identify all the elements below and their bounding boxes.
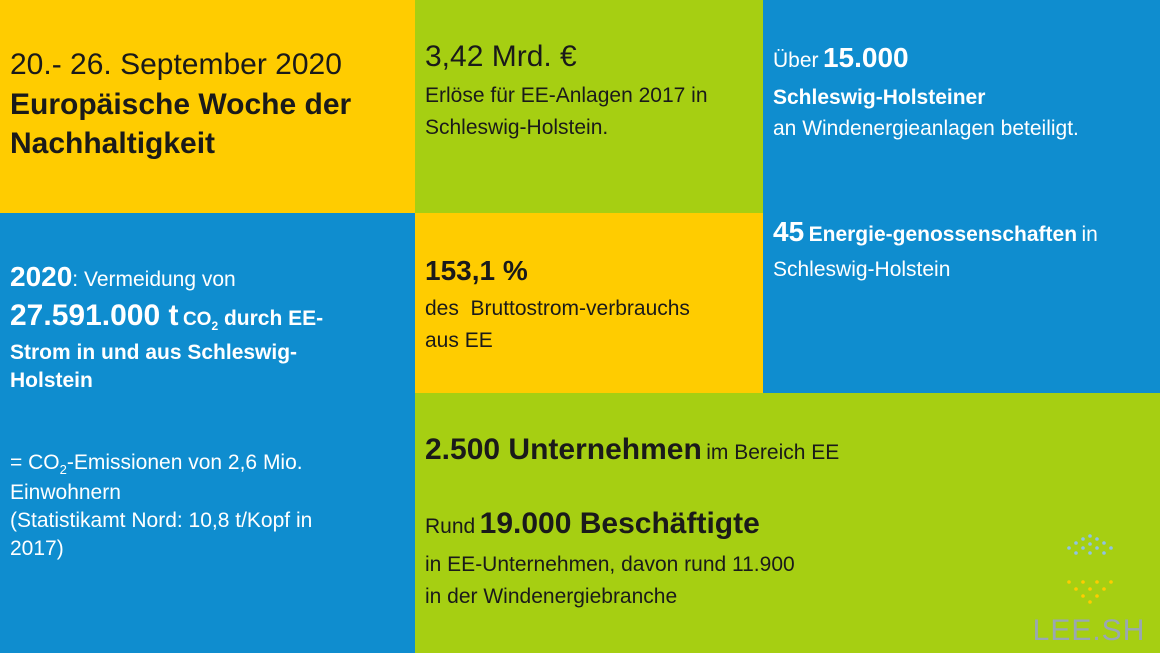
co2-eq-line4: 2017)	[10, 537, 64, 560]
co2-lead: : Vermeidung von	[72, 268, 236, 291]
percent-value: 153,1 %	[425, 255, 528, 286]
coop-number: 45	[773, 216, 805, 247]
event-title-line2: Nachhaltigkeit	[10, 127, 216, 160]
percent-line1: des Bruttostrom-verbrauchs	[425, 297, 690, 320]
co2-eq-line2: Einwohnern	[10, 481, 121, 504]
co2-headline: 2020: Vermeidung von	[10, 261, 236, 293]
tile-participation: Über 15.000 Schleswig-Holsteiner an Wind…	[763, 0, 1160, 393]
event-title-line1: Europäische Woche der	[10, 88, 352, 121]
companies-rest: im Bereich EE	[706, 441, 840, 464]
logo-text: LEE.SH	[1032, 614, 1146, 647]
co2-year: 2020	[10, 261, 73, 292]
co2-label: CO2	[182, 309, 219, 333]
tile-revenue: 3,42 Mrd. € Erlöse für EE-Anlagen 2017 i…	[415, 0, 763, 213]
co2-line3: Strom in und aus Schleswig-	[10, 341, 298, 364]
co2-after: durch EE-	[218, 307, 324, 330]
coop-in: in	[1081, 223, 1098, 246]
companies-row: 2.500 Unternehmen im Bereich EE	[425, 433, 839, 467]
employees-row: Rund 19.000 Beschäftigte	[425, 507, 760, 541]
tile-event-title: 20.- 26. September 2020 Europäische Woch…	[0, 0, 415, 213]
co2-amount: 27.591.000 t	[10, 299, 179, 332]
tile-co2: 2020: Vermeidung von 27.591.000 t CO2 du…	[0, 213, 415, 653]
participation-who: Schleswig-Holsteiner	[773, 86, 986, 109]
revenue-line1: Erlöse für EE-Anlagen 2017 in	[425, 84, 708, 107]
co2-eq-line1: = CO2-Emissionen von 2,6 Mio.	[10, 451, 303, 478]
participation-prefix: Über	[773, 49, 819, 72]
coop-place: Schleswig-Holstein	[773, 258, 951, 281]
tile-percent: 153,1 % des Bruttostrom-verbrauchs aus E…	[415, 213, 763, 393]
employees-number: 19.000 Beschäftigte	[479, 507, 760, 540]
co2-amount-row: 27.591.000 t CO2 durch EE-	[10, 299, 323, 333]
coop-headline: 45 Energie-genossenschaften in	[773, 216, 1098, 248]
participation-line: an Windenergieanlagen beteiligt.	[773, 117, 1079, 140]
participation-headline: Über 15.000	[773, 42, 909, 74]
lee-sh-logo: LEE.SH	[1024, 530, 1154, 648]
revenue-line2: Schleswig-Holstein.	[425, 116, 609, 139]
employees-rund: Rund	[425, 515, 476, 538]
percent-line2: aus EE	[425, 329, 493, 352]
tile-jobs: 2.500 Unternehmen im Bereich EE Rund 19.…	[415, 393, 1160, 653]
event-dates: 20.- 26. September 2020	[10, 48, 342, 81]
employees-line1: in EE-Unternehmen, davon rund 11.900	[425, 553, 795, 576]
companies-number: 2.500 Unternehmen	[425, 433, 702, 466]
participation-number: 15.000	[822, 42, 909, 73]
employees-line2: in der Windenergiebranche	[425, 585, 678, 608]
co2-eq-line3: (Statistikamt Nord: 10,8 t/Kopf in	[10, 509, 313, 532]
logo-dots-icon	[1067, 534, 1113, 604]
coop-label: Energie-genossenschaften	[808, 223, 1078, 246]
revenue-amount: 3,42 Mrd. €	[425, 40, 577, 73]
co2-line4: Holstein	[10, 369, 93, 392]
